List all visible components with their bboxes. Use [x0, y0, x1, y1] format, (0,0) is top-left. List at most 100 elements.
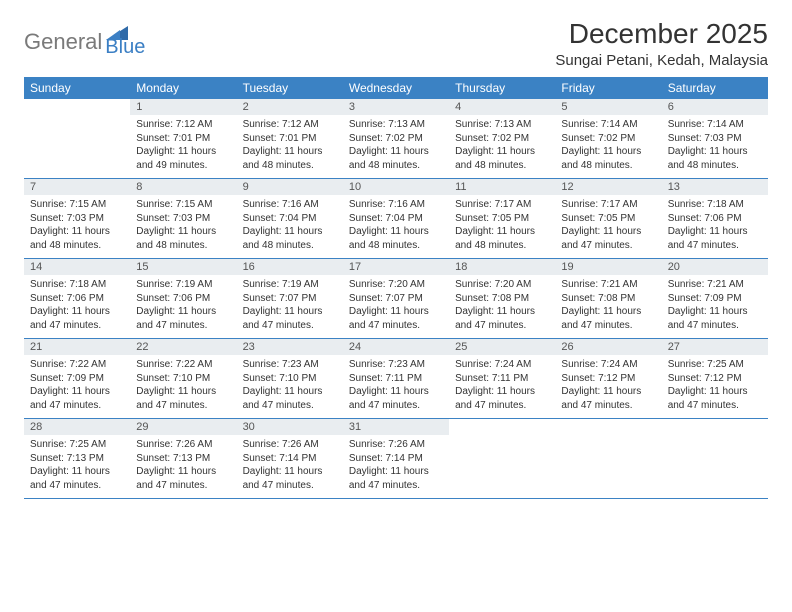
sunrise-line: Sunrise: 7:22 AM: [136, 358, 230, 372]
day-content: Sunrise: 7:25 AMSunset: 7:12 PMDaylight:…: [662, 355, 768, 418]
sunset-line: Sunset: 7:03 PM: [668, 132, 762, 146]
daylight-line: Daylight: 11 hours and 48 minutes.: [243, 145, 337, 172]
month-title: December 2025: [555, 18, 768, 50]
sunrise-line: Sunrise: 7:26 AM: [349, 438, 443, 452]
sunrise-line: Sunrise: 7:25 AM: [668, 358, 762, 372]
sunset-line: Sunset: 7:12 PM: [561, 372, 655, 386]
calendar-week-row: . 1Sunrise: 7:12 AMSunset: 7:01 PMDaylig…: [24, 99, 768, 179]
calendar-body: . 1Sunrise: 7:12 AMSunset: 7:01 PMDaylig…: [24, 99, 768, 499]
sunrise-line: Sunrise: 7:13 AM: [349, 118, 443, 132]
daylight-line: Daylight: 11 hours and 48 minutes.: [30, 225, 124, 252]
sunset-line: Sunset: 7:11 PM: [349, 372, 443, 386]
calendar-day-cell: .: [24, 99, 130, 179]
weekday-header: Wednesday: [343, 77, 449, 99]
day-content: Sunrise: 7:26 AMSunset: 7:14 PMDaylight:…: [237, 435, 343, 498]
sunrise-line: Sunrise: 7:18 AM: [668, 198, 762, 212]
calendar-day-cell: 2Sunrise: 7:12 AMSunset: 7:01 PMDaylight…: [237, 99, 343, 179]
daylight-line: Daylight: 11 hours and 47 minutes.: [349, 305, 443, 332]
day-content: Sunrise: 7:14 AMSunset: 7:03 PMDaylight:…: [662, 115, 768, 178]
sunset-line: Sunset: 7:14 PM: [349, 452, 443, 466]
calendar-day-cell: 14Sunrise: 7:18 AMSunset: 7:06 PMDayligh…: [24, 259, 130, 339]
calendar-week-row: 28Sunrise: 7:25 AMSunset: 7:13 PMDayligh…: [24, 419, 768, 499]
sunset-line: Sunset: 7:06 PM: [30, 292, 124, 306]
sunrise-line: Sunrise: 7:24 AM: [561, 358, 655, 372]
calendar-day-cell: .: [449, 419, 555, 499]
day-content: Sunrise: 7:12 AMSunset: 7:01 PMDaylight:…: [130, 115, 236, 178]
sunset-line: Sunset: 7:05 PM: [455, 212, 549, 226]
day-number: 14: [24, 259, 130, 275]
day-content: Sunrise: 7:19 AMSunset: 7:06 PMDaylight:…: [130, 275, 236, 338]
sunrise-line: Sunrise: 7:14 AM: [561, 118, 655, 132]
calendar-day-cell: 20Sunrise: 7:21 AMSunset: 7:09 PMDayligh…: [662, 259, 768, 339]
sunrise-line: Sunrise: 7:20 AM: [349, 278, 443, 292]
day-number: 22: [130, 339, 236, 355]
day-number: 26: [555, 339, 661, 355]
sunset-line: Sunset: 7:09 PM: [668, 292, 762, 306]
day-number: 20: [662, 259, 768, 275]
sunrise-line: Sunrise: 7:24 AM: [455, 358, 549, 372]
day-number: 12: [555, 179, 661, 195]
logo: GeneralBlue: [24, 24, 145, 59]
day-content: Sunrise: 7:19 AMSunset: 7:07 PMDaylight:…: [237, 275, 343, 338]
sunrise-line: Sunrise: 7:19 AM: [136, 278, 230, 292]
sunrise-line: Sunrise: 7:12 AM: [243, 118, 337, 132]
day-number: 9: [237, 179, 343, 195]
sunset-line: Sunset: 7:09 PM: [30, 372, 124, 386]
day-content: Sunrise: 7:24 AMSunset: 7:12 PMDaylight:…: [555, 355, 661, 418]
sunset-line: Sunset: 7:05 PM: [561, 212, 655, 226]
daylight-line: Daylight: 11 hours and 49 minutes.: [136, 145, 230, 172]
daylight-line: Daylight: 11 hours and 47 minutes.: [455, 385, 549, 412]
calendar-day-cell: 6Sunrise: 7:14 AMSunset: 7:03 PMDaylight…: [662, 99, 768, 179]
calendar-day-cell: 30Sunrise: 7:26 AMSunset: 7:14 PMDayligh…: [237, 419, 343, 499]
calendar-day-cell: 27Sunrise: 7:25 AMSunset: 7:12 PMDayligh…: [662, 339, 768, 419]
day-content: Sunrise: 7:18 AMSunset: 7:06 PMDaylight:…: [662, 195, 768, 258]
day-number: 17: [343, 259, 449, 275]
sunrise-line: Sunrise: 7:14 AM: [668, 118, 762, 132]
calendar-day-cell: 15Sunrise: 7:19 AMSunset: 7:06 PMDayligh…: [130, 259, 236, 339]
day-content: Sunrise: 7:13 AMSunset: 7:02 PMDaylight:…: [449, 115, 555, 178]
calendar-week-row: 21Sunrise: 7:22 AMSunset: 7:09 PMDayligh…: [24, 339, 768, 419]
weekday-header-row: SundayMondayTuesdayWednesdayThursdayFrid…: [24, 77, 768, 99]
day-number: 31: [343, 419, 449, 435]
calendar-day-cell: .: [555, 419, 661, 499]
day-number: 23: [237, 339, 343, 355]
sunset-line: Sunset: 7:14 PM: [243, 452, 337, 466]
calendar-day-cell: 1Sunrise: 7:12 AMSunset: 7:01 PMDaylight…: [130, 99, 236, 179]
sunset-line: Sunset: 7:01 PM: [243, 132, 337, 146]
title-block: December 2025 Sungai Petani, Kedah, Mala…: [555, 18, 768, 69]
sunrise-line: Sunrise: 7:26 AM: [243, 438, 337, 452]
location: Sungai Petani, Kedah, Malaysia: [555, 52, 768, 69]
calendar-day-cell: 26Sunrise: 7:24 AMSunset: 7:12 PMDayligh…: [555, 339, 661, 419]
daylight-line: Daylight: 11 hours and 47 minutes.: [30, 305, 124, 332]
day-content: Sunrise: 7:15 AMSunset: 7:03 PMDaylight:…: [130, 195, 236, 258]
daylight-line: Daylight: 11 hours and 47 minutes.: [561, 225, 655, 252]
calendar-week-row: 14Sunrise: 7:18 AMSunset: 7:06 PMDayligh…: [24, 259, 768, 339]
daylight-line: Daylight: 11 hours and 48 minutes.: [136, 225, 230, 252]
daylight-line: Daylight: 11 hours and 48 minutes.: [455, 145, 549, 172]
sunrise-line: Sunrise: 7:19 AM: [243, 278, 337, 292]
sunrise-line: Sunrise: 7:21 AM: [561, 278, 655, 292]
day-content: Sunrise: 7:23 AMSunset: 7:10 PMDaylight:…: [237, 355, 343, 418]
sunrise-line: Sunrise: 7:20 AM: [455, 278, 549, 292]
sunset-line: Sunset: 7:11 PM: [455, 372, 549, 386]
daylight-line: Daylight: 11 hours and 48 minutes.: [243, 225, 337, 252]
weekday-header: Monday: [130, 77, 236, 99]
weekday-header: Friday: [555, 77, 661, 99]
daylight-line: Daylight: 11 hours and 47 minutes.: [30, 385, 124, 412]
day-number: 30: [237, 419, 343, 435]
day-content: Sunrise: 7:18 AMSunset: 7:06 PMDaylight:…: [24, 275, 130, 338]
daylight-line: Daylight: 11 hours and 47 minutes.: [243, 305, 337, 332]
calendar-week-row: 7Sunrise: 7:15 AMSunset: 7:03 PMDaylight…: [24, 179, 768, 259]
calendar-day-cell: 12Sunrise: 7:17 AMSunset: 7:05 PMDayligh…: [555, 179, 661, 259]
sunset-line: Sunset: 7:02 PM: [561, 132, 655, 146]
day-number: 25: [449, 339, 555, 355]
sunrise-line: Sunrise: 7:12 AM: [136, 118, 230, 132]
daylight-line: Daylight: 11 hours and 47 minutes.: [561, 305, 655, 332]
calendar-day-cell: 21Sunrise: 7:22 AMSunset: 7:09 PMDayligh…: [24, 339, 130, 419]
calendar-day-cell: 31Sunrise: 7:26 AMSunset: 7:14 PMDayligh…: [343, 419, 449, 499]
sunrise-line: Sunrise: 7:15 AM: [136, 198, 230, 212]
day-content: Sunrise: 7:25 AMSunset: 7:13 PMDaylight:…: [24, 435, 130, 498]
weekday-header: Saturday: [662, 77, 768, 99]
calendar-day-cell: 11Sunrise: 7:17 AMSunset: 7:05 PMDayligh…: [449, 179, 555, 259]
day-number: 13: [662, 179, 768, 195]
